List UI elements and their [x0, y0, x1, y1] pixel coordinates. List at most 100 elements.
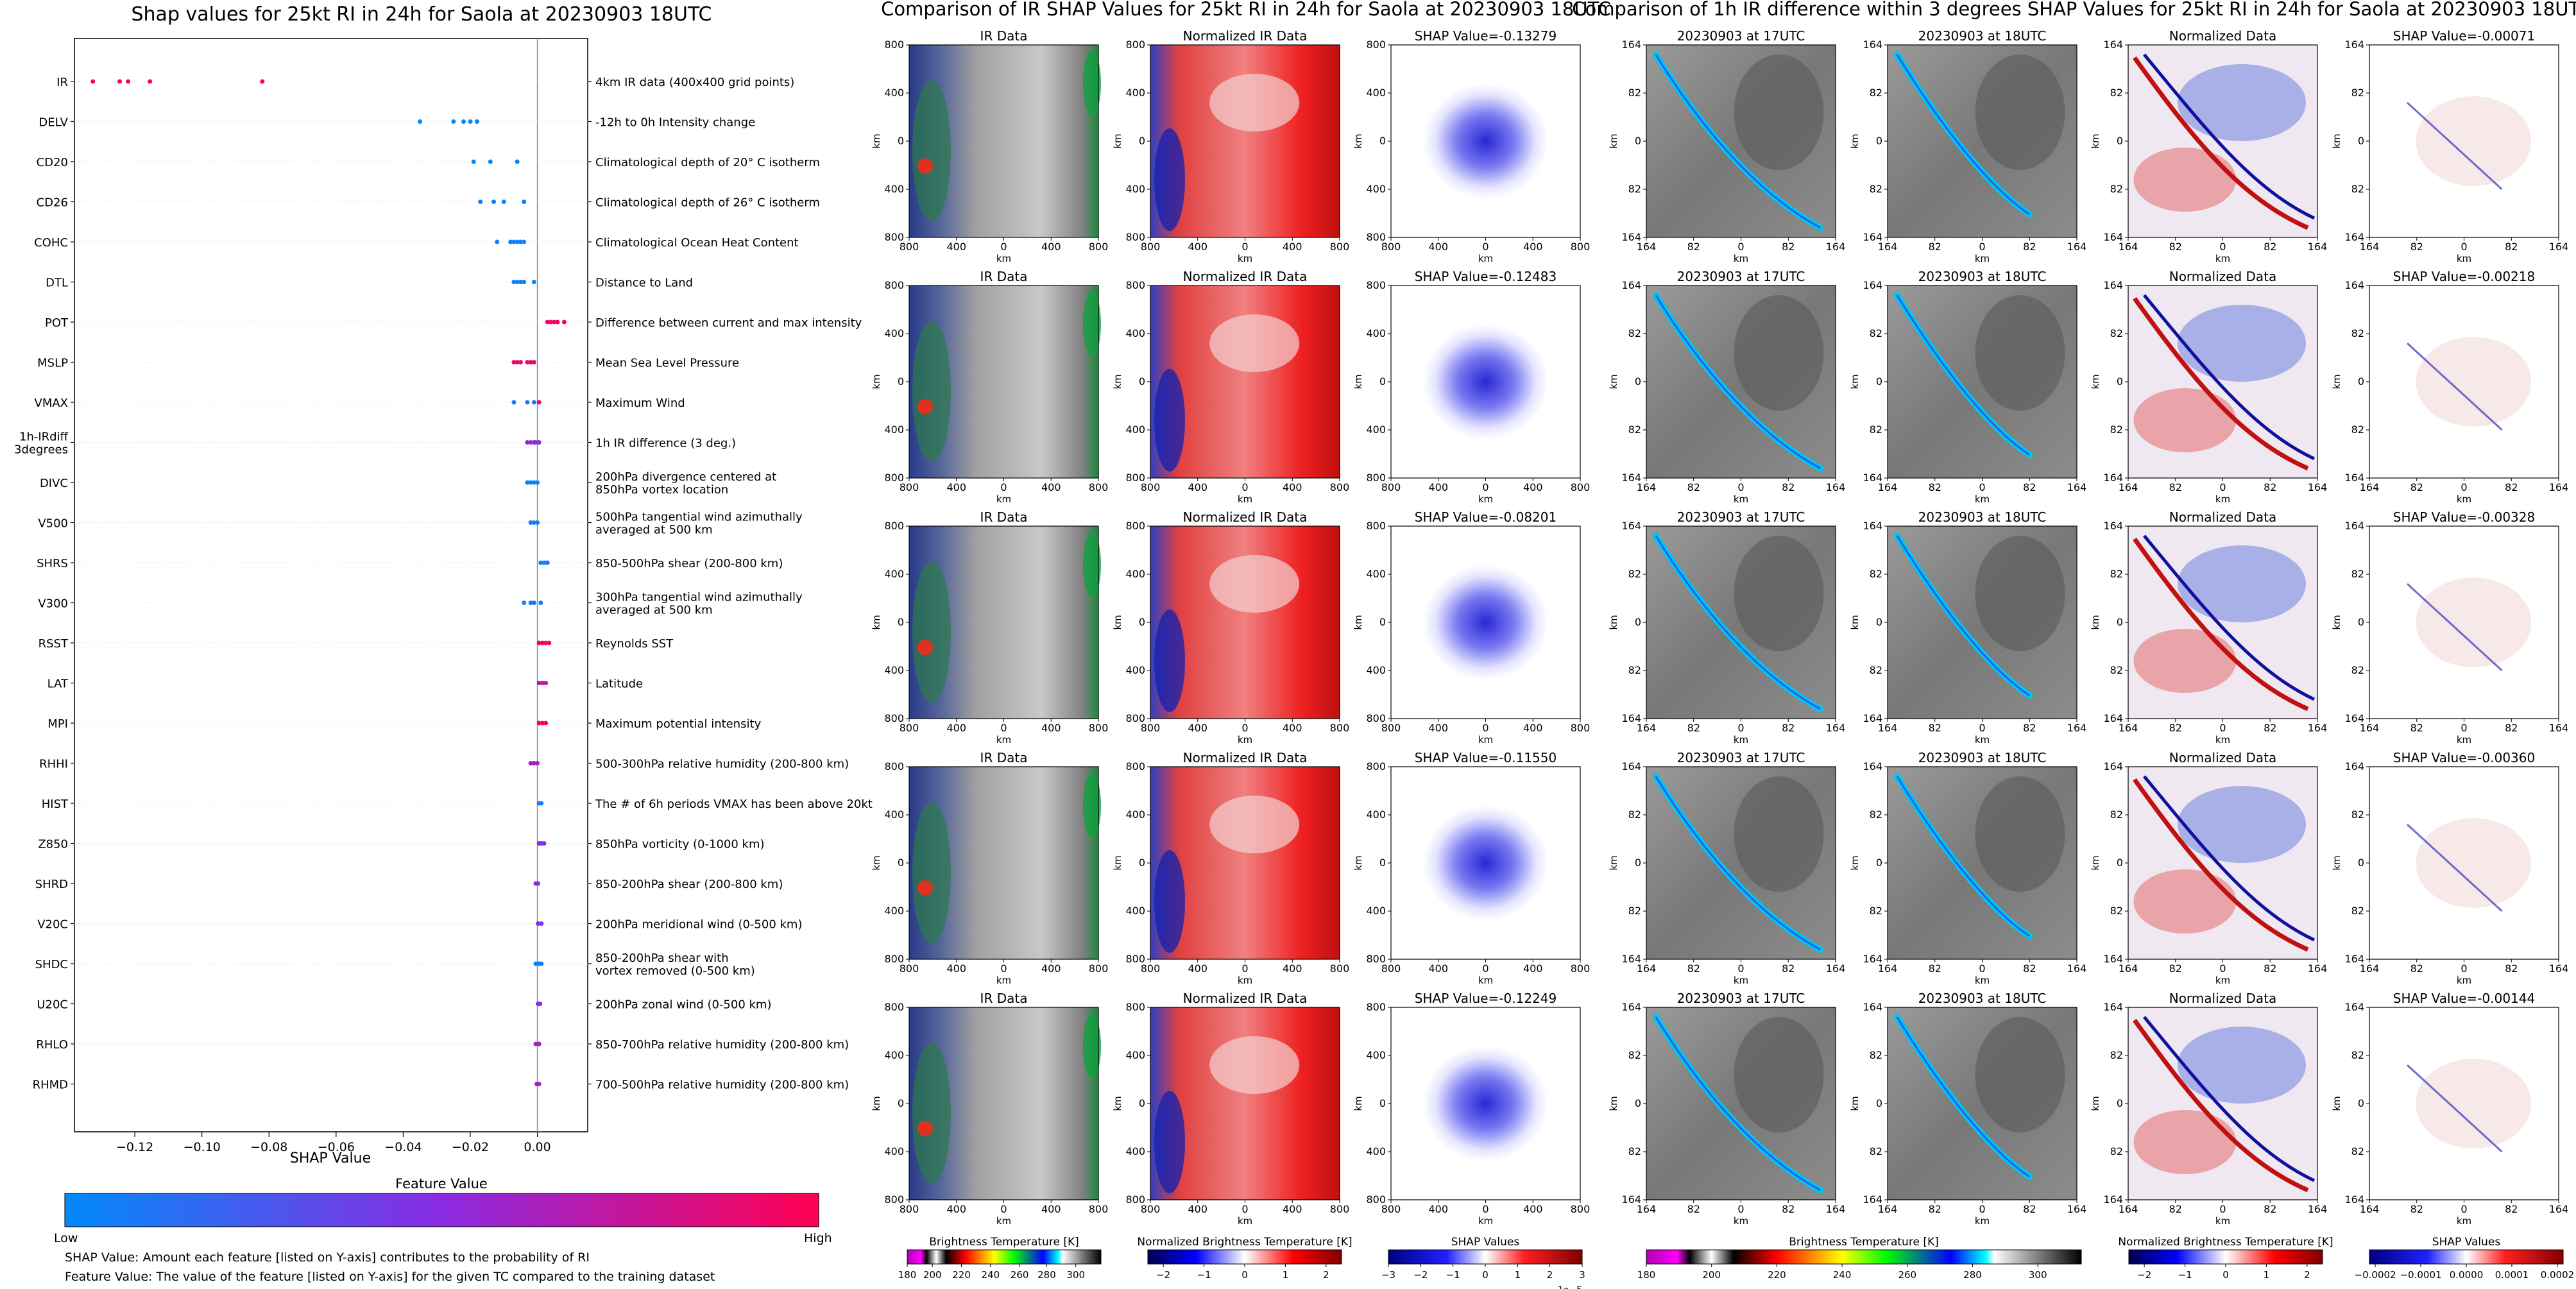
colorbar-tick-label: 0.0000	[2450, 1269, 2484, 1281]
y-axis-label: km	[1608, 1096, 1619, 1111]
y-tick-label: 0	[2358, 135, 2364, 147]
cloud-edge	[1083, 292, 1101, 356]
colorbar-low-label: Low	[54, 1231, 78, 1245]
feature-name: RHMD	[33, 1079, 68, 1092]
y-tick-label: 82	[2110, 1145, 2123, 1157]
x-tick-label: 400	[1428, 722, 1448, 734]
x-tick-label: 800	[1571, 1203, 1591, 1215]
negative-region	[2178, 545, 2306, 622]
shap-point	[535, 480, 540, 485]
x-tick-label: 400	[946, 241, 966, 253]
x-tick-label: 400	[1041, 481, 1061, 493]
x-tick-label: 800	[1089, 962, 1109, 975]
diff-line-blue	[2143, 775, 2316, 942]
y-tick-label: 82	[1870, 1049, 1882, 1061]
x-tick-label: 82	[1929, 241, 1941, 253]
coastline-core	[1896, 535, 2031, 697]
y-tick-label: 0	[1635, 616, 1641, 628]
y-tick-label: 0	[1876, 375, 1882, 388]
colorbar-tick-label: 0.0002	[2541, 1269, 2575, 1281]
panel-title: SHAP Value=-0.00360	[2393, 750, 2535, 765]
y-tick-label: 400	[1366, 905, 1386, 917]
cloud-band	[912, 561, 951, 703]
y-tick-label: 800	[1125, 953, 1145, 965]
cold-region	[1154, 128, 1185, 231]
cloud-band	[912, 321, 951, 462]
y-tick-label: 400	[884, 664, 904, 676]
diff-line-red	[2133, 56, 2309, 230]
diff-line-red	[2133, 778, 2309, 952]
shap-point	[533, 961, 538, 966]
cold-cloud	[1734, 536, 1824, 651]
x-axis-label: km	[1975, 734, 1990, 746]
panel-title: 20230903 at 17UTC	[1677, 509, 1805, 525]
y-tick-label: 164	[1621, 231, 1641, 243]
colorbar-tick-label: 180	[898, 1269, 917, 1281]
feature-name: Z850	[38, 838, 68, 851]
panel-title: SHAP Value=-0.13279	[1415, 28, 1557, 44]
feature-name: V500	[38, 517, 68, 531]
x-axis-label: km	[1238, 493, 1252, 505]
diff-image-grid: 20230903 at 17UTC 164 82 0 82 164 164 82 0 82 164 k…	[1608, 28, 2568, 1227]
x-tick-label: 400	[946, 481, 966, 493]
shap-point	[531, 480, 536, 485]
x-axis-label: km	[996, 493, 1011, 505]
shap-point	[555, 320, 560, 325]
y-tick-label: 0	[1379, 616, 1386, 628]
y-tick-label: 82	[1628, 87, 1641, 99]
x-tick-label: 0	[1241, 241, 1248, 253]
x-tick-label: 800	[1571, 722, 1591, 734]
x-tick-label: 0	[1241, 481, 1248, 493]
shap-point	[528, 480, 533, 485]
x-tick-label: 0	[1482, 962, 1488, 975]
cold-cloud	[1975, 536, 2065, 651]
x-tick-label: 164	[2067, 241, 2087, 253]
x-tick-label: 0	[1737, 1203, 1744, 1215]
x-axis-label: km	[1478, 734, 1493, 746]
x-axis-label: km	[1975, 1215, 1990, 1227]
x-axis-label: km	[1734, 253, 1748, 264]
y-tick-label: 800	[884, 520, 904, 532]
x-tick-label: 400	[1188, 722, 1207, 734]
x-tick-label: 0	[2461, 722, 2467, 734]
shap-point	[260, 79, 265, 84]
x-tick-label: 164	[2360, 241, 2380, 253]
x-tick-label: 82	[2505, 722, 2518, 734]
x-tick-label: 800	[900, 722, 919, 734]
y-axis-label: km	[2331, 374, 2342, 389]
y-axis-label: km	[1849, 855, 1861, 870]
feature-description: Latitude	[595, 678, 643, 691]
y-axis-label: km	[1352, 855, 1364, 870]
shap-point	[543, 721, 549, 726]
x-tick-label: 82	[2410, 481, 2423, 493]
y-axis-label: km	[1849, 615, 1861, 629]
x-tick-label: 800	[900, 962, 919, 975]
y-axis-label: km	[2090, 374, 2101, 389]
x-tick-label: 400	[1188, 481, 1207, 493]
x-axis-label: km	[2215, 253, 2230, 264]
shap-point	[535, 761, 540, 765]
y-tick-label: 82	[2110, 327, 2123, 339]
x-tick-label: 0	[2219, 722, 2226, 734]
y-tick-label: 164	[2344, 520, 2364, 532]
panel-title: SHAP Value=-0.00144	[2393, 991, 2535, 1006]
colorbar-tick-label: 0	[2222, 1269, 2229, 1281]
y-tick-label: 164	[1863, 760, 1882, 773]
y-tick-label: 0	[1139, 375, 1145, 388]
shap-point	[540, 681, 545, 685]
bottom-colorbars: Brightness Temperature [K]180 200 220 240 26…	[898, 1236, 2575, 1289]
x-tick-label: 164	[1878, 962, 1898, 975]
panel-title: SHAP Value=-0.12483	[1415, 269, 1557, 284]
feature-name: U20C	[37, 998, 68, 1012]
x-tick-label: 82	[1782, 241, 1795, 253]
shap-point	[539, 801, 544, 806]
colorbar-tick-label: −2	[1156, 1269, 1170, 1281]
coastline-core	[1655, 1016, 1821, 1191]
shap-point	[538, 601, 543, 605]
positive-region	[2133, 148, 2237, 212]
y-axis-label: km	[1112, 133, 1123, 148]
y-tick-label: 0	[1876, 1097, 1882, 1109]
x-tick-label: 82	[2169, 722, 2182, 734]
feature-name: VMAX	[35, 397, 69, 410]
